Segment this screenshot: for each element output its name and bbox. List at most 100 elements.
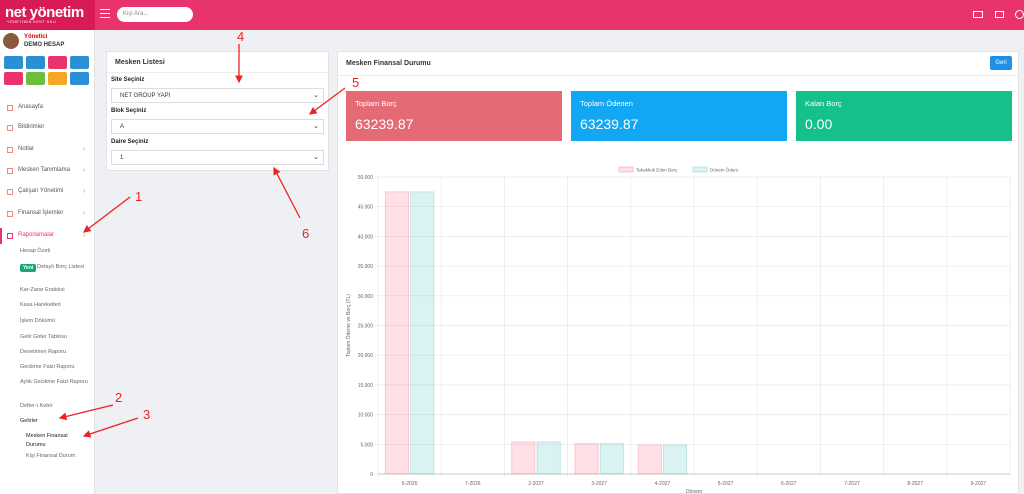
annotation-label: 2 xyxy=(115,390,123,405)
menu-subitem[interactable]: İşlem Dökümü xyxy=(20,318,56,324)
menu-subitem[interactable]: Kar-Zarar Endeksi xyxy=(20,287,65,293)
select[interactable]: A xyxy=(111,119,324,134)
select[interactable]: 1 xyxy=(111,150,324,165)
menu-subitem[interactable]: Kişi Finansal Durum xyxy=(26,453,76,459)
menu-icon xyxy=(7,168,13,174)
shortcut-tile[interactable] xyxy=(48,72,67,85)
active-marker xyxy=(0,228,2,244)
search-box[interactable]: Kişi Ara... xyxy=(117,7,193,22)
menu-item[interactable]: Çalışan Yönetimi xyxy=(18,188,64,194)
field-label: Daire Seçiniz xyxy=(111,139,149,145)
chevron: ⌄ xyxy=(313,123,319,130)
logo-text: net yönetim xyxy=(5,4,84,21)
divider xyxy=(107,72,328,73)
card-title: Toplam Ödenen xyxy=(580,99,633,108)
menu-subitem[interactable]: Gecikme Faizi Raporu xyxy=(20,364,75,370)
y-tick-label: 20.000 xyxy=(358,353,374,359)
bar xyxy=(599,443,624,475)
menu-icon xyxy=(7,147,13,153)
y-tick-label: 10.000 xyxy=(358,413,374,419)
menu-subitem[interactable]: Detaylı Borç Listesi xyxy=(37,264,85,270)
chevron: › xyxy=(83,210,86,217)
x-tick-label: 4-2027 xyxy=(655,481,671,487)
menu-subitem[interactable]: Gelir Gider Tablosu xyxy=(20,334,67,340)
chart: 0 5.000 10.000 15.000 20.000 25.000 30.000 35.0… xyxy=(345,166,1011,494)
bar xyxy=(384,191,410,475)
menu-toggle[interactable] xyxy=(100,9,110,18)
shortcut-tile[interactable] xyxy=(26,56,45,69)
y-axis-label: Toplam Ödeme ve Borç (TL) xyxy=(345,294,352,357)
menu-subitem[interactable]: Gelirler xyxy=(20,418,38,424)
menu-item[interactable]: Notlar xyxy=(18,146,35,152)
menu-subitem[interactable]: Mesken Finansal Durumu xyxy=(26,433,68,448)
chevron: ⌄ xyxy=(313,92,319,99)
menu-icon xyxy=(7,125,13,131)
card-value: 0.00 xyxy=(805,116,833,132)
menu-item[interactable]: Raporlamalar xyxy=(18,232,55,238)
back-button[interactable]: Geri xyxy=(990,56,1012,70)
legend-swatch xyxy=(618,166,634,173)
bar xyxy=(410,191,435,475)
annotation-label: 5 xyxy=(352,75,360,90)
shortcut-tile[interactable] xyxy=(70,56,89,69)
selection-panel: Mesken Listesi Site Seçiniz NET GROUP YAP… xyxy=(106,51,329,171)
divider xyxy=(338,75,1018,76)
panel-title: Mesken Finansal Durumu xyxy=(346,60,431,67)
y-tick-label: 25.000 xyxy=(358,324,374,330)
shortcut-tile[interactable] xyxy=(4,72,23,85)
panel-title: Mesken Listesi xyxy=(115,59,165,66)
x-tick-label: 3-2027 xyxy=(591,481,607,487)
menu-subitem[interactable]: Kasa Hareketleri xyxy=(20,302,61,308)
field-label: Site Seçiniz xyxy=(111,77,145,83)
card-value: 63239.87 xyxy=(355,116,414,132)
shortcut-tile[interactable] xyxy=(70,72,89,85)
field-label: Blok Seçiniz xyxy=(111,108,147,114)
menu-item[interactable]: Finansal İşlemler xyxy=(18,210,64,216)
menu-item[interactable]: Anasayfa xyxy=(18,104,44,110)
x-tick-label: 6-2027 xyxy=(781,481,797,487)
chevron: ⌄ xyxy=(313,154,319,161)
annotation-label: 3 xyxy=(143,407,151,422)
x-axis-label: Dönem xyxy=(686,489,702,494)
bar xyxy=(637,444,662,475)
y-tick-label: 45.000 xyxy=(358,205,374,211)
y-tick-label: 15.000 xyxy=(358,383,374,389)
y-tick-label: 30.000 xyxy=(358,294,374,300)
annotation-label: 6 xyxy=(302,226,310,241)
menu-subitem[interactable]: Hesap Özeti xyxy=(20,248,51,254)
menu-item[interactable]: Mesken Tanımlama xyxy=(18,167,70,173)
user-name: DEMO HESAP xyxy=(24,42,65,48)
menu-icon xyxy=(7,233,13,239)
y-tick-label: 5.000 xyxy=(360,442,373,448)
summary-card: Kalan Borç 0.00 xyxy=(796,91,1012,141)
shortcut-tile[interactable] xyxy=(26,72,45,85)
shortcut-tile[interactable] xyxy=(4,56,23,69)
card-title: Toplam Borç xyxy=(355,99,397,108)
bar xyxy=(511,441,536,475)
legend-label: Tahakkuk Eden Borç xyxy=(636,168,678,173)
menu-item[interactable]: Bildirimler xyxy=(18,124,45,130)
menu-subitem[interactable]: Defter-i Kebir xyxy=(20,403,53,409)
x-tick-label: 7-2027 xyxy=(844,481,860,487)
avatar xyxy=(3,33,19,49)
menu-subitem[interactable]: Aylık Gecikme Faizi Raporu xyxy=(20,379,88,385)
icon[interactable] xyxy=(973,11,983,18)
user-role: Yönetici xyxy=(24,34,48,40)
logo: net yönetim YÖNETİMİN KENT HALİ xyxy=(0,0,95,30)
y-tick-label: 0 xyxy=(370,472,373,478)
menu-subitem[interactable]: Denetimen Raporu xyxy=(20,349,67,355)
select[interactable]: NET GROUP YAPI xyxy=(111,88,324,103)
icon[interactable] xyxy=(995,11,1004,18)
summary-card: Toplam Borç 63239.87 xyxy=(346,91,562,141)
y-tick-label: 40.000 xyxy=(358,234,374,240)
menu-icon xyxy=(7,105,13,111)
chevron: › xyxy=(83,146,86,153)
bar xyxy=(662,444,688,475)
shortcut-tile[interactable] xyxy=(48,56,67,69)
x-tick-label: 9-2027 xyxy=(971,481,987,487)
chevron: › xyxy=(83,188,86,195)
icon[interactable] xyxy=(1015,10,1024,19)
menu-icon xyxy=(7,189,13,195)
x-tick-label: 6-2026 xyxy=(402,481,418,487)
